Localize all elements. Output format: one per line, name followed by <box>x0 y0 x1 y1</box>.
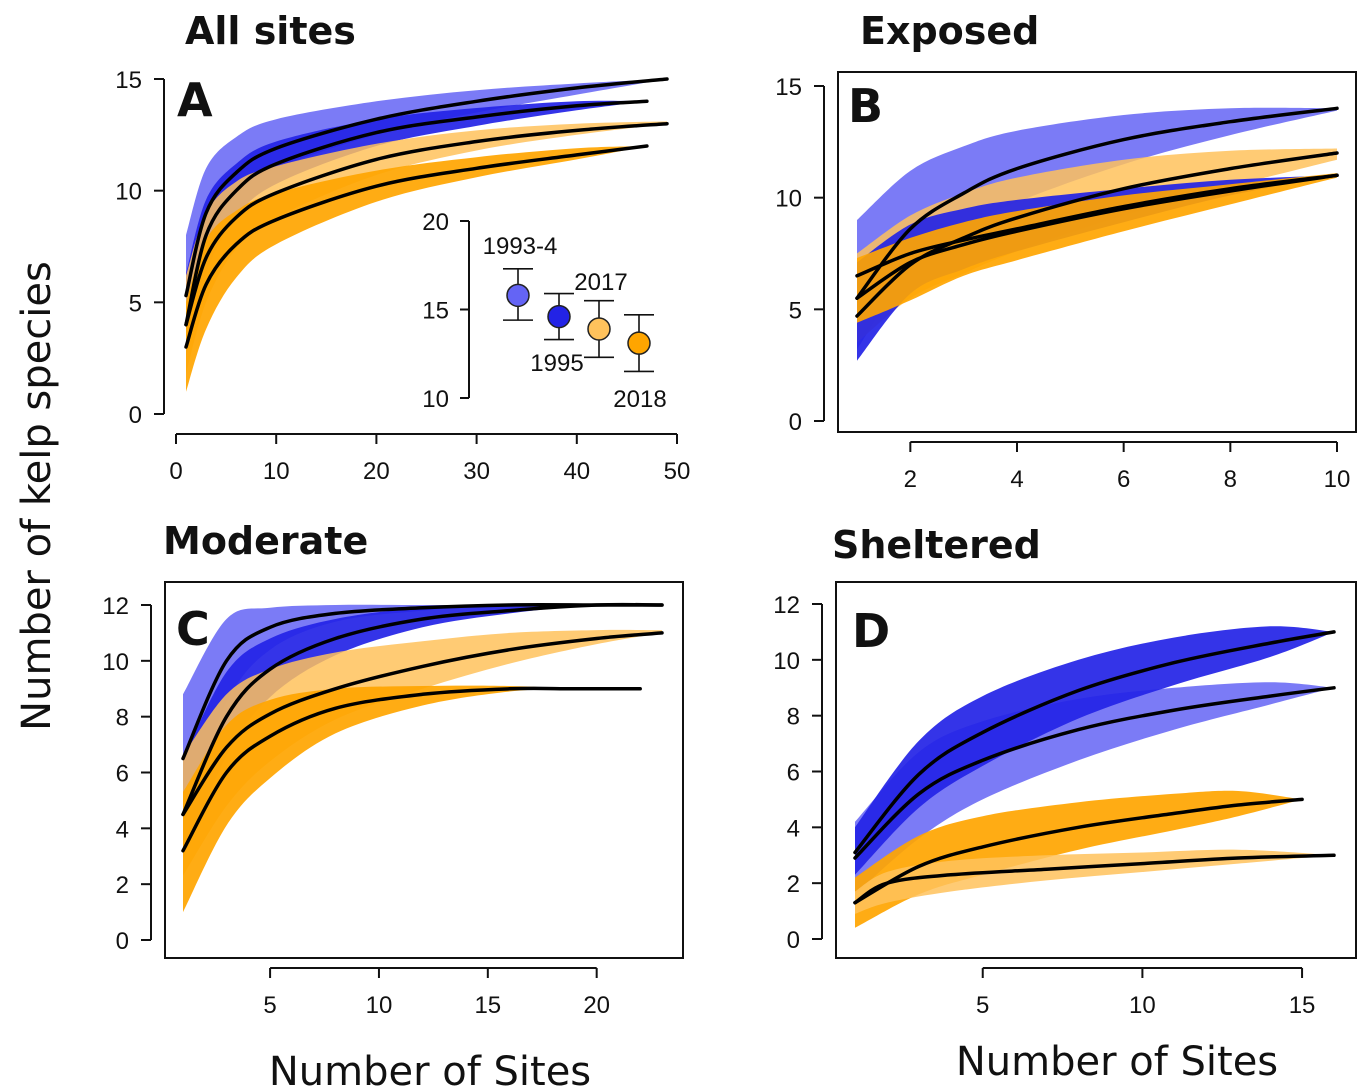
panel-B-y-tick-label: 15 <box>775 74 802 101</box>
panel-C-letter: C <box>176 602 210 656</box>
panel-A-x-tick-label: 40 <box>563 458 590 485</box>
panel-C-x-tick-label: 10 <box>366 992 393 1019</box>
panel-A-line-1 <box>184 77 669 298</box>
panel-A-y-tick-label: 0 <box>129 402 142 429</box>
panel-C-y-tick-label: 2 <box>116 872 129 899</box>
panel-D-y-tick-label: 10 <box>773 648 800 675</box>
panel-C-y-tick-label: 4 <box>116 816 129 843</box>
panel-C-x-tick-label: 5 <box>263 992 276 1019</box>
panel-D-line-2 <box>853 630 1336 855</box>
panel-B-x-tick-label: 2 <box>904 466 917 493</box>
y-axis-label: Number of kelp species <box>14 261 60 731</box>
panel-C-y-tick-label: 12 <box>102 593 129 620</box>
panel-D-line-4 <box>853 853 1336 905</box>
panel-C-y-tick-label: 0 <box>116 928 129 955</box>
panel-C-band-4 <box>183 685 641 913</box>
panel-A-x-tick-label: 20 <box>363 458 390 485</box>
panel-B-line-4 <box>855 173 1339 300</box>
inset-point <box>506 283 530 308</box>
panel-D-title: Sheltered <box>832 523 1041 567</box>
panel-C-x-tick-label: 15 <box>474 992 501 1019</box>
panel-A-y-tick-label: 15 <box>115 67 142 94</box>
inset-y-tick-label: 10 <box>422 386 449 413</box>
panel-C-band-1 <box>183 604 662 818</box>
panel-D-y-tick-label: 6 <box>787 760 800 787</box>
panel-A-band-4 <box>186 146 647 392</box>
panel-D-frame <box>835 581 1357 959</box>
panel-C-title: Moderate <box>163 519 368 563</box>
panel-D-y-tick-label: 2 <box>787 871 800 898</box>
panel-C-y-tick-label: 6 <box>116 761 129 788</box>
panel-B-letter: B <box>848 79 883 133</box>
inset-point <box>627 331 651 355</box>
inset-point-label: 2017 <box>574 269 627 296</box>
panel-A-y-tick-label: 5 <box>129 290 142 317</box>
panel-B-x-tick-label: 10 <box>1324 466 1351 493</box>
panel-B-x-tick-label: 8 <box>1224 466 1237 493</box>
panel-A-x-tick-label: 0 <box>169 458 182 485</box>
panel-B-frame <box>837 71 1357 433</box>
x-axis-label-right: Number of Sites <box>956 1039 1278 1085</box>
panel-A-letter: A <box>177 73 213 127</box>
panel-C-y-tick-label: 10 <box>102 649 129 676</box>
panel-D-letter: D <box>852 604 890 658</box>
panel-A-line-4 <box>184 144 649 349</box>
panel-D-x-tick-label: 10 <box>1129 992 1156 1019</box>
panel-C-line-4 <box>181 686 642 853</box>
panel-A-x-tick-label: 50 <box>664 458 691 485</box>
panel-B-line-2 <box>855 151 1339 318</box>
panel-D-band-4 <box>855 849 1334 914</box>
panel-B-x-tick-label: 6 <box>1117 466 1130 493</box>
panel-A-line-3 <box>184 121 669 327</box>
panel-D-y-tick-label: 4 <box>787 815 800 842</box>
panel-B-line-1 <box>855 106 1339 300</box>
panel-B-band-2 <box>857 148 1337 343</box>
panel-B-line-3 <box>855 173 1339 278</box>
panel-D-line-1 <box>853 686 1336 860</box>
inset-chart: 10 15 20 1993-4 1995 2017 2018 <box>422 209 666 413</box>
panel-C-y-tick-label: 8 <box>116 705 129 732</box>
panel-C: Moderate C 5 10 15 20 0 2 4 6 8 10 12 <box>102 519 684 1019</box>
panel-D: Sheltered D 5 10 15 0 2 4 6 8 10 12 <box>773 523 1357 1019</box>
panel-B-y-tick-label: 10 <box>775 186 802 213</box>
panel-D-y-tick-label: 0 <box>787 927 800 954</box>
inset-point-label: 1995 <box>530 350 583 377</box>
panel-B-x-tick-label: 4 <box>1010 466 1023 493</box>
panel-A-title: All sites <box>185 9 356 53</box>
inset-point-label: 2018 <box>613 386 666 413</box>
panel-B-band-1 <box>857 107 1337 350</box>
x-axis-label-left: Number of Sites <box>269 1049 591 1091</box>
panel-D-band-3 <box>855 790 1303 928</box>
panel-A-x-tick-label: 10 <box>263 458 290 485</box>
panel-B-title: Exposed <box>860 9 1039 53</box>
inset-point <box>587 317 611 341</box>
inset-y-tick-label: 20 <box>422 209 449 236</box>
panel-C-band-3 <box>183 629 662 876</box>
panel-B: Exposed B 2 4 6 8 10 0 5 10 15 <box>775 9 1357 493</box>
panel-D-y-tick-label: 8 <box>787 704 800 731</box>
inset-point-label: 1993-4 <box>483 233 558 260</box>
panel-C-line-3 <box>181 631 664 817</box>
panel-A-y-tick-label: 10 <box>115 179 142 206</box>
inset-point <box>547 304 571 329</box>
panel-C-frame <box>164 581 684 959</box>
panel-C-x-tick-label: 20 <box>583 992 610 1019</box>
panel-A-band-3 <box>186 121 667 374</box>
panel-B-y-tick-label: 5 <box>789 297 802 324</box>
panel-D-line-3 <box>853 797 1304 905</box>
panel-D-y-tick-label: 12 <box>773 592 800 619</box>
panel-C-line-2 <box>181 602 664 817</box>
panel-B-y-tick-label: 0 <box>789 409 802 436</box>
inset-y-tick-label: 15 <box>422 298 449 325</box>
panel-D-x-tick-label: 15 <box>1289 992 1316 1019</box>
panel-D-x-tick-label: 5 <box>976 992 989 1019</box>
panel-A-line-2 <box>184 99 649 327</box>
panel-A-x-tick-label: 30 <box>463 458 490 485</box>
